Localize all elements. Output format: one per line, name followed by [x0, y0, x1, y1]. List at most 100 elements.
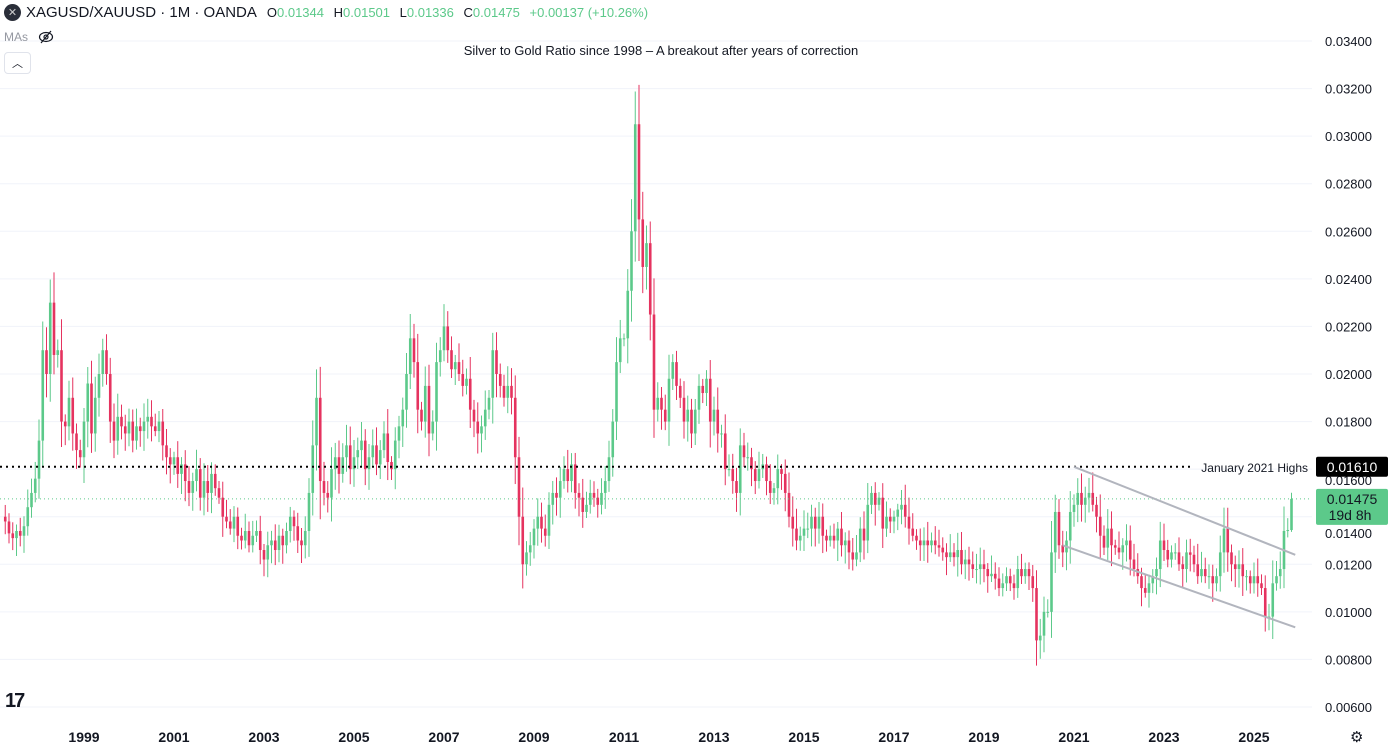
ohlc-readout: O0.01344 H0.01501 L0.01336 C0.01475 +0.0…: [261, 5, 648, 20]
candle-body: [416, 362, 420, 410]
candle-body: [345, 445, 348, 458]
mas-label[interactable]: MAs: [4, 30, 28, 44]
candle-body: [131, 421, 135, 441]
candle-body: [1080, 492, 1083, 505]
candle-body: [101, 350, 105, 374]
current-price-label: 0.01475: [1327, 491, 1378, 507]
gear-icon[interactable]: ⚙: [1350, 729, 1364, 746]
tradingview-logo-icon[interactable]: 17: [5, 690, 25, 712]
candle-body: [821, 516, 825, 536]
candle-body: [1226, 528, 1230, 553]
candle-body: [866, 504, 870, 541]
candle-body: [300, 540, 303, 546]
candle-body: [1207, 576, 1211, 578]
candle-body: [562, 469, 566, 482]
candle-body: [1012, 583, 1016, 589]
candle-body: [750, 457, 753, 470]
candle-body: [195, 469, 198, 482]
candle-body: [56, 350, 60, 355]
candle-body: [277, 535, 281, 551]
candle-body: [611, 421, 615, 458]
candle-body: [1271, 583, 1275, 617]
candle-body: [135, 426, 138, 441]
candle-body: [401, 409, 405, 427]
candle-body: [1046, 611, 1050, 613]
low-label: L: [399, 5, 407, 20]
candle-body: [615, 362, 618, 422]
x-tick-label: 1999: [68, 729, 99, 745]
candle-body: [1005, 576, 1008, 584]
candle-body: [90, 383, 93, 434]
candle-body: [652, 314, 656, 410]
candle-body: [461, 374, 465, 386]
candle-body: [1177, 552, 1181, 565]
y-tick-label: 0.03200: [1325, 82, 1372, 97]
chevron-up-icon: ︿: [12, 58, 23, 70]
candle-body: [375, 445, 378, 465]
candle-body: [783, 473, 787, 493]
collapse-legend-button[interactable]: ︿: [4, 52, 31, 74]
candle-body: [1233, 564, 1237, 570]
x-tick-label: 2021: [1058, 729, 1089, 745]
candle-body: [172, 457, 176, 465]
candle-body: [371, 445, 375, 458]
candle-body: [618, 338, 622, 363]
low-value: 0.01336: [406, 5, 454, 20]
candle-body: [641, 219, 645, 267]
x-tick-label: 2009: [518, 729, 549, 745]
candle-body: [825, 535, 828, 541]
candle-body: [1016, 569, 1020, 589]
candle-body: [637, 124, 641, 220]
candle-body: [813, 516, 817, 529]
y-tick-label: 0.01400: [1325, 526, 1372, 541]
candle-body: [427, 385, 431, 434]
candle-body: [1110, 528, 1113, 546]
candle-body: [1087, 492, 1091, 498]
candle-body: [1151, 576, 1155, 584]
candle-body: [708, 378, 712, 422]
candle-body: [138, 426, 142, 432]
candle-body: [491, 350, 495, 398]
candle-body: [60, 350, 63, 422]
candle-body: [213, 473, 217, 489]
symbol-title[interactable]: XAGUSD/XAUUSD · 1M · OANDA: [26, 4, 257, 21]
candle-body: [607, 457, 611, 482]
candle-body: [513, 397, 517, 458]
january-2021-highs-label: January 2021 Highs: [1201, 461, 1308, 475]
candle-body: [41, 350, 45, 441]
candle-body: [558, 481, 562, 498]
candle-body: [798, 535, 802, 541]
candle-body: [378, 450, 382, 465]
high-value: 0.01501: [343, 5, 391, 20]
x-circle-icon[interactable]: ✕: [4, 4, 21, 21]
candle-body: [1057, 511, 1061, 546]
candle-body: [581, 497, 585, 512]
candle-body: [1222, 528, 1226, 553]
candle-body: [236, 516, 240, 536]
candle-body: [1215, 576, 1218, 584]
candle-body: [37, 440, 41, 479]
candle-body: [506, 385, 510, 398]
close-value: 0.01475: [472, 5, 520, 20]
candle-body: [1185, 552, 1188, 570]
eye-off-icon[interactable]: [38, 30, 54, 44]
candle-body: [165, 445, 168, 458]
candle-body: [251, 535, 255, 546]
change-value: +0.00137 (+10.26%): [529, 5, 649, 20]
candle-body: [1068, 511, 1072, 541]
candle-body: [851, 552, 855, 560]
candle-body: [911, 528, 915, 536]
candle-body: [626, 290, 630, 339]
candle-body: [723, 433, 727, 470]
candle-body: [1263, 588, 1267, 617]
candle-body: [930, 540, 933, 546]
candle-body: [757, 469, 761, 482]
candle-body: [176, 457, 180, 474]
candle-body: [742, 445, 746, 458]
y-tick-label: 0.01200: [1325, 557, 1372, 572]
candle-body: [337, 457, 341, 474]
candle-body: [348, 445, 352, 470]
candle-body: [1031, 576, 1035, 589]
candle-body: [1147, 583, 1151, 593]
